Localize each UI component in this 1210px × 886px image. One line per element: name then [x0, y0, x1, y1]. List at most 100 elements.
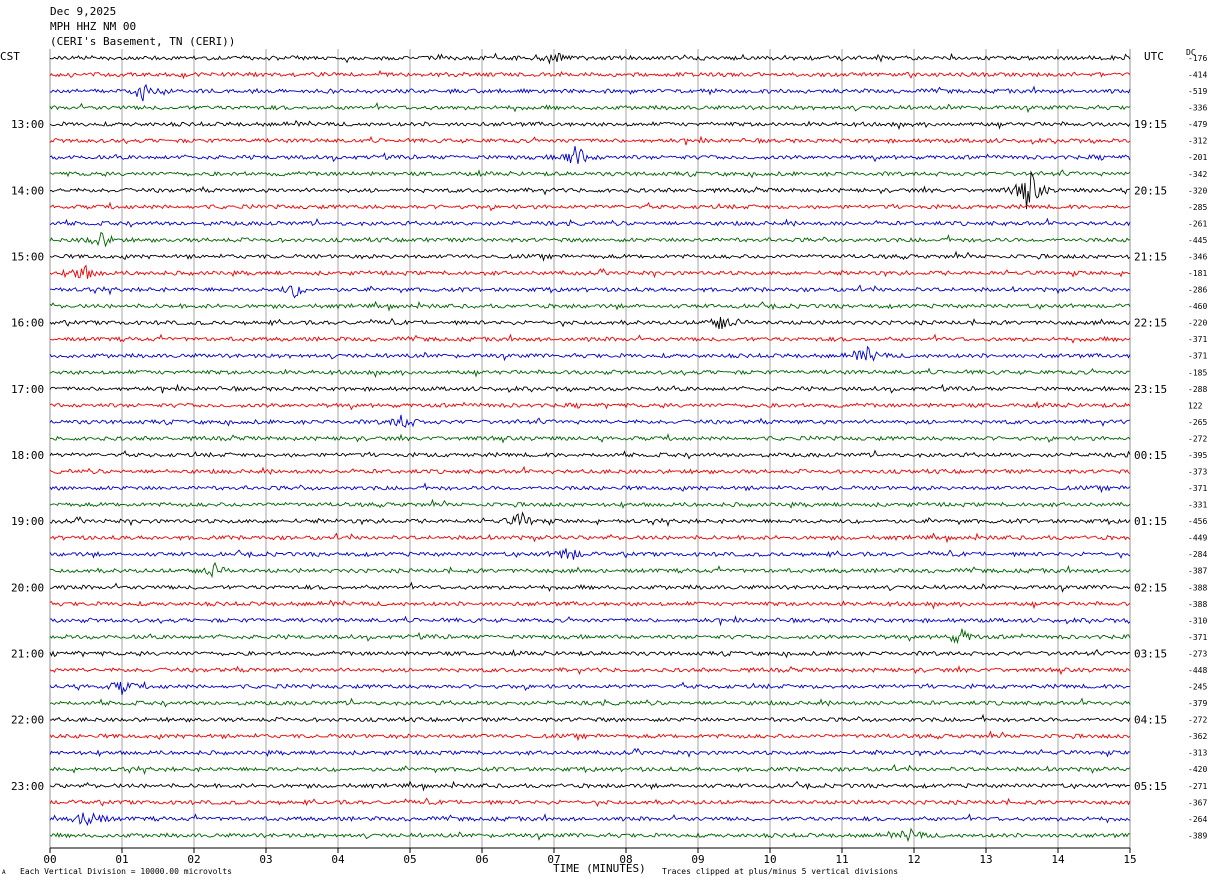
x-tick-label: 09 [691, 853, 704, 866]
scale-note: Each Vertical Division = 10000.00 microv… [20, 867, 232, 876]
x-axis-title: TIME (MINUTES) [553, 862, 646, 875]
trace-line-5 [49, 135, 1131, 146]
x-tick-label: 00 [43, 853, 56, 866]
dc-offset-label-31: -387 [1188, 567, 1207, 576]
dc-offset-label-27: -331 [1188, 501, 1207, 510]
x-tick-label: 04 [331, 853, 345, 866]
dc-offset-label-0: -176 [1188, 54, 1207, 63]
trace-line-8 [49, 170, 1131, 210]
right-hour-label: 02:15 [1134, 581, 1167, 594]
trace-line-34 [49, 615, 1131, 627]
dc-offset-label-38: -245 [1188, 683, 1207, 692]
dc-offset-label-26: -371 [1188, 484, 1207, 493]
right-hour-label: 01:15 [1134, 515, 1167, 528]
dc-offset-label-32: -388 [1188, 583, 1207, 592]
dc-offset-label-30: -284 [1188, 550, 1207, 559]
left-hour-label: 13:00 [11, 118, 44, 131]
trace-line-45 [49, 797, 1131, 808]
dc-offset-label-33: -388 [1188, 600, 1207, 609]
dc-offset-label-40: -272 [1188, 716, 1207, 725]
right-hour-label: 23:15 [1134, 383, 1167, 396]
dc-offset-label-11: -445 [1188, 236, 1207, 245]
x-tick-label: 11 [835, 853, 848, 866]
trace-line-2 [49, 83, 1131, 102]
trace-line-36 [49, 648, 1131, 659]
trace-line-9 [49, 201, 1131, 212]
trace-line-23 [49, 433, 1131, 444]
trace-line-17 [49, 333, 1131, 344]
x-tick-label: 10 [763, 853, 776, 866]
left-hour-label: 20:00 [11, 581, 44, 594]
dc-offset-label-46: -264 [1188, 815, 1207, 824]
dc-offset-label-4: -479 [1188, 120, 1207, 129]
dc-offset-label-44: -271 [1188, 782, 1207, 791]
trace-line-6 [49, 146, 1131, 164]
dc-offset-label-28: -456 [1188, 517, 1207, 526]
trace-line-30 [49, 548, 1131, 560]
trace-line-19 [49, 367, 1131, 379]
right-hour-label: 21:15 [1134, 250, 1167, 263]
trace-line-47 [49, 827, 1131, 843]
right-hour-label: 05:15 [1134, 780, 1167, 793]
dc-offset-label-9: -285 [1188, 203, 1207, 212]
x-tick-label: 05 [403, 853, 416, 866]
dc-offset-label-15: -460 [1188, 302, 1207, 311]
dc-offset-label-5: -312 [1188, 137, 1207, 146]
trace-line-11 [49, 231, 1131, 248]
hour-labels: 13:00 14:00 15:00 16:00 17:00 18:00 19:00 20:00… [11, 118, 1167, 793]
right-hour-label: 20:15 [1134, 184, 1167, 197]
trace-line-14 [50, 284, 1131, 299]
trace-line-29 [49, 532, 1131, 544]
right-hour-label: 19:15 [1134, 118, 1167, 131]
right-hour-label: 03:15 [1134, 647, 1167, 660]
dc-offset-label-34: -310 [1188, 616, 1207, 625]
dc-offset-label-35: -371 [1188, 633, 1207, 642]
trace-line-12 [49, 250, 1131, 262]
left-hour-label: 18:00 [11, 449, 44, 462]
trace-line-46 [49, 812, 1131, 827]
trace-line-15 [49, 300, 1131, 312]
dc-offset-label-21: 122 [1188, 401, 1203, 410]
x-tick-label: 15 [1123, 853, 1136, 866]
dc-offset-label-14: -286 [1188, 286, 1207, 295]
x-tick-label: 13 [979, 853, 992, 866]
dc-offset-label-13: -181 [1188, 269, 1207, 278]
header-location: (CERI's Basement, TN (CERI)) [50, 35, 236, 48]
dc-offset-label-42: -313 [1188, 749, 1207, 758]
trace-line-32 [49, 581, 1131, 593]
right-hour-label: 22:15 [1134, 317, 1167, 330]
footer-mark: A [2, 869, 6, 876]
trace-line-27 [49, 498, 1131, 509]
trace-line-3 [49, 102, 1131, 114]
trace-line-26 [49, 482, 1131, 494]
dc-offset-label-36: -273 [1188, 649, 1207, 658]
trace-line-13 [49, 264, 1131, 279]
trace-line-10 [49, 217, 1131, 228]
dc-offset-label-41: -362 [1188, 732, 1207, 741]
dc-offset-label-3: -336 [1188, 104, 1207, 113]
trace-line-37 [49, 664, 1131, 676]
clip-note: Traces clipped at plus/minus 5 vertical … [662, 867, 899, 876]
dc-offset-label-25: -373 [1188, 468, 1207, 477]
left-hour-label: 22:00 [11, 714, 44, 727]
dc-offset-label-18: -371 [1188, 352, 1207, 361]
left-hour-label: 23:00 [11, 780, 44, 793]
trace-line-22 [49, 414, 1131, 428]
trace-line-40 [49, 713, 1131, 723]
x-axis-ticks: 00 01 02 03 04 05 06 07 08 09 10 11 12 13 14 15 [43, 848, 1137, 866]
left-hour-label: 17:00 [11, 383, 44, 396]
header-date: Dec 9,2025 [50, 5, 117, 18]
dc-offset-label-6: -201 [1188, 153, 1207, 162]
left-timezone-label: CST [0, 50, 20, 63]
trace-line-31 [49, 561, 1131, 579]
dc-offset-label-23: -272 [1188, 434, 1207, 443]
x-tick-label: 12 [907, 853, 920, 866]
dc-offset-label-43: -420 [1188, 765, 1207, 774]
dc-offset-label-47: -389 [1188, 831, 1207, 840]
trace-line-33 [49, 599, 1131, 610]
dc-offset-label-17: -371 [1188, 335, 1207, 344]
trace-line-28 [49, 511, 1131, 528]
trace-line-20 [49, 383, 1131, 394]
dc-offset-label-12: -346 [1188, 252, 1207, 261]
